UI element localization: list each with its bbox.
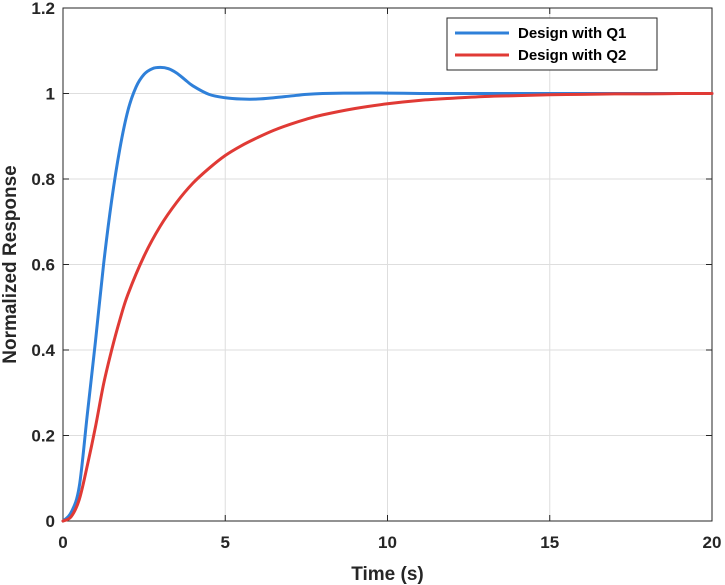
grid [62, 7, 713, 522]
legend: Design with Q1 Design with Q2 [446, 17, 658, 71]
series-group [61, 65, 714, 523]
y-tick-label: 1.2 [31, 0, 55, 18]
y-tick-label: 0.6 [31, 256, 55, 275]
series-line-q1 [61, 65, 714, 523]
axis-ticks: 0 5 10 15 20 0 0.2 0.4 0.6 0.8 1 1.2 [31, 0, 721, 552]
series-line-q2 [61, 91, 714, 523]
legend-label-q2: Design with Q2 [518, 47, 626, 64]
y-tick-label: 0.8 [31, 170, 55, 189]
x-tick-label: 15 [540, 533, 559, 552]
x-tick-label: 5 [221, 533, 230, 552]
x-tick-label: 0 [58, 533, 67, 552]
legend-label-q1: Design with Q1 [518, 25, 626, 42]
y-tick-label: 0 [46, 512, 55, 531]
y-tick-label: 1 [46, 85, 55, 104]
y-tick-label: 0.2 [31, 427, 55, 446]
x-tick-label: 20 [703, 533, 722, 552]
y-tick-label: 0.4 [31, 341, 55, 360]
y-axis-title: Normalized Response [0, 165, 21, 364]
x-tick-label: 10 [378, 533, 397, 552]
legend-box [446, 17, 658, 71]
x-axis-title: Time (s) [351, 564, 424, 585]
